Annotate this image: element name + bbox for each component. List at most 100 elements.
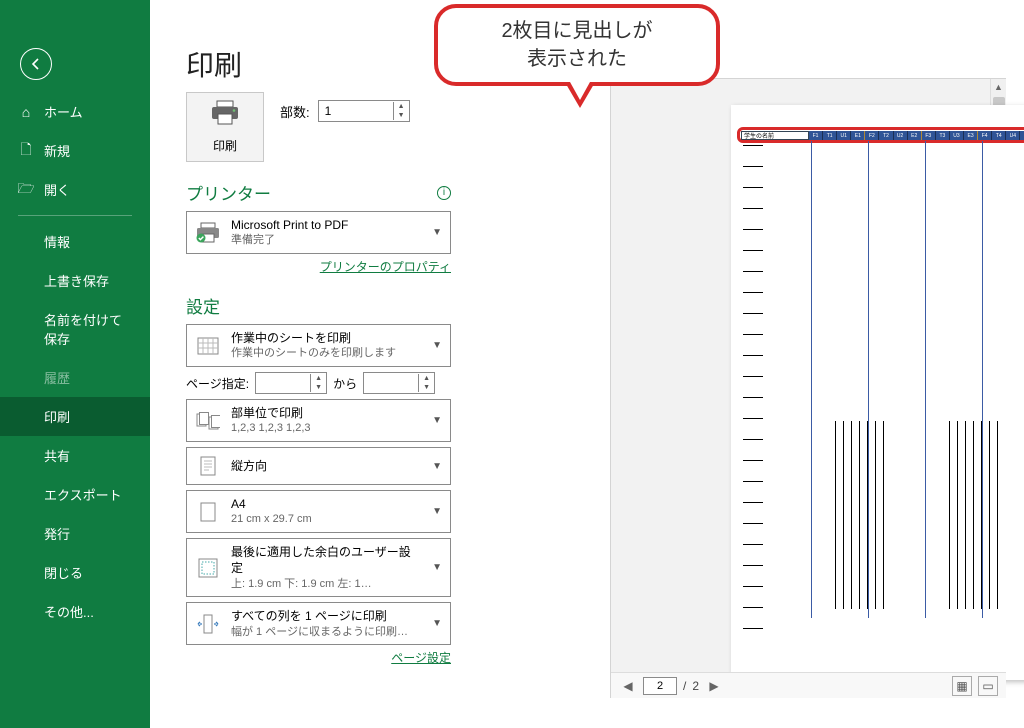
sidebar-item-save[interactable]: 上書き保存 [0,261,150,300]
header-cell: F3 [922,131,936,140]
new-icon: 🗋 [18,143,34,159]
vline [973,421,974,609]
sidebar-item-label: その他... [44,602,94,621]
sidebar-item-open[interactable]: 🗁開く [0,170,150,209]
printer-dropdown[interactable]: Microsoft Print to PDF 準備完了 ▼ [186,211,451,254]
home-icon: ⌂ [18,104,34,120]
spinner-arrows-icon[interactable]: ▲▼ [393,102,409,120]
row-tick [743,187,763,188]
row-tick [743,376,763,377]
vline [965,421,966,609]
column-separator-line [925,141,926,618]
chevron-down-icon: ▼ [432,415,442,426]
header-cell: T3 [936,131,950,140]
page-setup-link[interactable]: ページ設定 [391,651,451,665]
header-cell: U4 [1006,131,1020,140]
sidebar-separator [18,215,132,216]
row-tick [743,586,763,587]
header-cell: E2 [908,131,922,140]
row-tick [743,355,763,356]
row-tick [743,460,763,461]
sidebar-item-publish[interactable]: 発行 [0,514,150,553]
collate-dropdown[interactable]: 部単位で印刷 1,2,3 1,2,3 1,2,3 ▼ [186,399,451,442]
row-tick [743,208,763,209]
sidebar-item-history[interactable]: 履歴 [0,358,150,397]
chevron-down-icon: ▼ [432,618,442,629]
page-range-row: ページ指定: ▲▼ から ▲▼ [186,372,451,394]
print-backstage-panel: 印刷 印刷 部数: ▲▼ プリンター i [150,0,1024,728]
sidebar-item-new[interactable]: 🗋 新規 [0,131,150,170]
orientation-dropdown[interactable]: 縦方向 ▼ [186,447,451,485]
sidebar-item-home[interactable]: ⌂ ホーム [0,92,150,131]
row-tick [743,292,763,293]
printer-info-icon[interactable]: i [437,186,451,200]
scroll-up-icon[interactable]: ▲ [991,79,1006,95]
page-sep: / [683,679,686,693]
row-tick [743,271,763,272]
vline [875,421,876,609]
sidebar-item-export[interactable]: エクスポート [0,475,150,514]
sidebar-item-label: エクスポート [44,485,122,504]
page-to-spinner[interactable]: ▲▼ [363,372,435,394]
vline [997,421,998,609]
sidebar-item-close[interactable]: 閉じる [0,553,150,592]
paper-size-dropdown[interactable]: A4 21 cm x 29.7 cm ▼ [186,490,451,533]
printer-properties-link[interactable]: プリンターのプロパティ [320,260,451,274]
header-cell: U2 [894,131,908,140]
sidebar-item-more[interactable]: その他... [0,592,150,631]
column-separator-line [982,141,983,618]
back-button[interactable] [20,48,52,80]
copies-label: 部数: [280,102,310,121]
vline [989,421,990,609]
vline [843,421,844,609]
sidebar-item-label: 情報 [44,232,70,251]
prev-page-button[interactable]: ◀ [619,679,637,693]
row-tick [743,250,763,251]
row-tick [743,544,763,545]
next-page-button[interactable]: ▶ [705,679,723,693]
callout-line1: 2枚目に見出しが [501,17,652,45]
header-cell: T4 [992,131,1006,140]
row-tick [743,334,763,335]
sidebar-item-label: 名前を付けて保存 [44,310,132,348]
header-cell: T2 [879,131,893,140]
sidebar-item-share[interactable]: 共有 [0,436,150,475]
preview-pager: ◀ / 2 ▶ ▦ ▭ [611,672,1006,698]
printer-ready-icon [195,220,221,246]
column-separator-line [868,141,869,618]
page-from-spinner[interactable]: ▲▼ [255,372,327,394]
total-pages: 2 [692,679,699,693]
sheet-grid-icon [195,333,221,359]
scaling-dropdown[interactable]: すべての列を 1 ページに印刷 幅が 1 ページに収まるように印刷… ▼ [186,602,451,645]
sidebar-item-label: ホーム [44,102,83,121]
print-scope-dropdown[interactable]: 作業中のシートを印刷 作業中のシートのみを印刷します ▼ [186,324,451,367]
row-tick [743,628,763,629]
sidebar-item-info[interactable]: 情報 [0,222,150,261]
printer-status: 準備完了 [231,233,422,248]
row-tick [743,523,763,524]
print-button[interactable]: 印刷 [186,92,264,162]
sidebar-item-label: 発行 [44,524,70,543]
sidebar-item-label: 新規 [44,141,70,160]
current-page-input[interactable] [643,677,677,695]
settings-heading: 設定 [186,293,451,318]
callout-line2: 表示された [501,45,652,73]
copies-spinner[interactable]: ▲▼ [318,100,410,122]
copies-input[interactable] [319,104,393,118]
sidebar-item-saveas[interactable]: 名前を付けて保存 [0,300,150,358]
show-margins-button[interactable]: ▦ [952,676,972,696]
header-name-cell: 学生の名前 [741,131,809,140]
vline [835,421,836,609]
page-to-input[interactable] [364,376,418,390]
backstage-sidebar: ⌂ ホーム 🗋 新規 🗁開く 情報上書き保存名前を付けて保存履歴印刷共有エクスポート発行… [0,0,150,728]
collate-icon [195,408,221,434]
zoom-to-page-button[interactable]: ▭ [978,676,998,696]
sidebar-item-print[interactable]: 印刷 [0,397,150,436]
header-cell: F1 [809,131,823,140]
header-cell: U3 [950,131,964,140]
page-from-input[interactable] [256,376,310,390]
vline [949,421,950,609]
margins-dropdown[interactable]: 最後に適用した余白のユーザー設定 上: 1.9 cm 下: 1.9 cm 左: … [186,538,451,597]
vline [981,421,982,609]
printer-name: Microsoft Print to PDF [231,217,422,233]
